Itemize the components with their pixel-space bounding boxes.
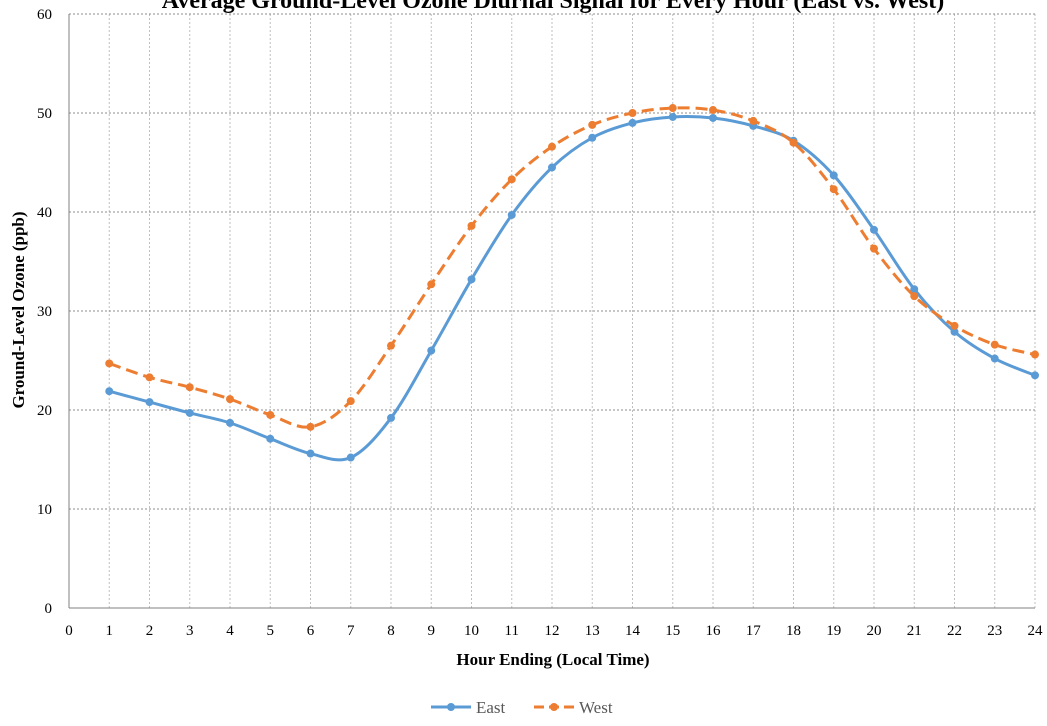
data-point-east bbox=[709, 113, 717, 122]
legend-label-west: West bbox=[579, 698, 613, 717]
data-point-east bbox=[870, 225, 878, 234]
y-tick-label: 10 bbox=[37, 502, 52, 518]
x-tick-label: 22 bbox=[947, 623, 962, 639]
x-tick-label: 1 bbox=[106, 623, 114, 639]
data-point-west bbox=[870, 244, 878, 253]
legend-marker-west bbox=[550, 703, 558, 711]
data-point-east bbox=[950, 327, 959, 336]
data-point-east bbox=[829, 171, 838, 180]
data-point-east bbox=[507, 210, 516, 219]
legend-label-east: East bbox=[476, 698, 506, 717]
data-point-east bbox=[910, 285, 919, 294]
data-point-east bbox=[185, 408, 194, 417]
data-point-west bbox=[105, 359, 114, 368]
y-tick-label: 30 bbox=[37, 304, 52, 320]
x-tick-label: 4 bbox=[226, 623, 234, 639]
x-axis-title: Hour Ending (Local Time) bbox=[456, 650, 649, 669]
series-line-west bbox=[108, 106, 1036, 429]
x-tick-label: 2 bbox=[146, 623, 154, 639]
x-tick-label: 20 bbox=[867, 623, 882, 639]
data-point-east bbox=[990, 354, 999, 363]
data-point-west bbox=[145, 373, 154, 382]
data-point-east bbox=[588, 133, 597, 142]
legend-item-west: West bbox=[534, 698, 613, 717]
data-point-west bbox=[467, 221, 476, 230]
data-point-east bbox=[548, 163, 556, 172]
x-tick-label: 8 bbox=[387, 623, 395, 639]
x-tick-label: 6 bbox=[307, 623, 315, 639]
x-tick-label: 0 bbox=[65, 623, 73, 639]
x-tick-label: 15 bbox=[665, 623, 680, 639]
data-point-west bbox=[950, 321, 959, 330]
x-tick-label: 19 bbox=[826, 623, 841, 639]
data-point-west bbox=[226, 395, 234, 404]
legend-item-east: East bbox=[431, 698, 506, 717]
tick-labels: 0 1 2 3 4 5 6 7 8 9 10 11 12 13 14 15 16 17 18 19 20 21 22 23 24… bbox=[37, 7, 1043, 639]
y-tick-label: 60 bbox=[37, 7, 52, 23]
data-point-west bbox=[185, 383, 194, 392]
x-tick-label: 7 bbox=[347, 623, 355, 639]
axes bbox=[68, 14, 1035, 609]
data-point-west bbox=[346, 397, 355, 406]
x-tick-label: 11 bbox=[505, 623, 519, 639]
data-point-east bbox=[306, 449, 315, 458]
gridlines bbox=[69, 13, 1036, 608]
data-point-east bbox=[467, 275, 476, 284]
x-tick-label: 14 bbox=[625, 623, 641, 639]
x-tick-label: 24 bbox=[1028, 623, 1044, 639]
y-tick-label: 40 bbox=[37, 205, 52, 221]
x-tick-label: 5 bbox=[267, 623, 275, 639]
x-tick-label: 17 bbox=[746, 623, 762, 639]
data-point-west bbox=[387, 341, 395, 350]
x-tick-label: 21 bbox=[907, 623, 922, 639]
x-tick-label: 16 bbox=[706, 623, 722, 639]
y-tick-label: 20 bbox=[37, 403, 52, 419]
data-point-west bbox=[990, 340, 999, 349]
data-point-west bbox=[266, 410, 275, 419]
data-point-west bbox=[507, 175, 516, 184]
data-point-west bbox=[1031, 350, 1039, 359]
x-tick-label: 23 bbox=[987, 623, 1002, 639]
data-point-east bbox=[668, 112, 677, 121]
series-east bbox=[105, 112, 1039, 462]
data-point-east bbox=[145, 398, 154, 407]
data-point-west bbox=[427, 280, 436, 289]
data-point-east bbox=[346, 453, 355, 462]
y-axis-title: Ground-Level Ozone (ppb) bbox=[9, 211, 28, 408]
data-point-west bbox=[306, 422, 315, 431]
data-point-west bbox=[668, 104, 677, 113]
series-line-east bbox=[108, 115, 1036, 462]
data-point-east bbox=[387, 413, 395, 422]
data-point-east bbox=[226, 418, 234, 427]
data-point-east bbox=[266, 434, 275, 443]
x-tick-label: 12 bbox=[545, 623, 560, 639]
data-point-west bbox=[749, 116, 758, 125]
data-point-east bbox=[628, 118, 637, 127]
x-tick-label: 9 bbox=[428, 623, 436, 639]
data-point-west bbox=[789, 138, 798, 147]
x-tick-label: 10 bbox=[464, 623, 479, 639]
legend-marker-east bbox=[447, 703, 455, 711]
data-point-west bbox=[829, 185, 838, 194]
chart-title: Average Ground-Level Ozone Diurnal Signa… bbox=[162, 0, 944, 14]
data-point-west bbox=[588, 120, 597, 129]
data-point-west bbox=[709, 106, 717, 115]
y-tick-label: 0 bbox=[45, 601, 53, 617]
data-point-west bbox=[548, 142, 556, 151]
legend: East West bbox=[431, 698, 613, 717]
data-point-west bbox=[910, 292, 919, 301]
y-tick-label: 50 bbox=[37, 106, 52, 122]
data-point-east bbox=[1031, 371, 1039, 380]
series-layer bbox=[105, 104, 1039, 462]
x-tick-label: 18 bbox=[786, 623, 801, 639]
x-tick-label: 3 bbox=[186, 623, 194, 639]
data-point-west bbox=[628, 109, 637, 117]
data-point-east bbox=[105, 387, 114, 396]
x-tick-label: 13 bbox=[585, 623, 600, 639]
data-point-east bbox=[427, 346, 436, 355]
series-west bbox=[105, 104, 1039, 431]
